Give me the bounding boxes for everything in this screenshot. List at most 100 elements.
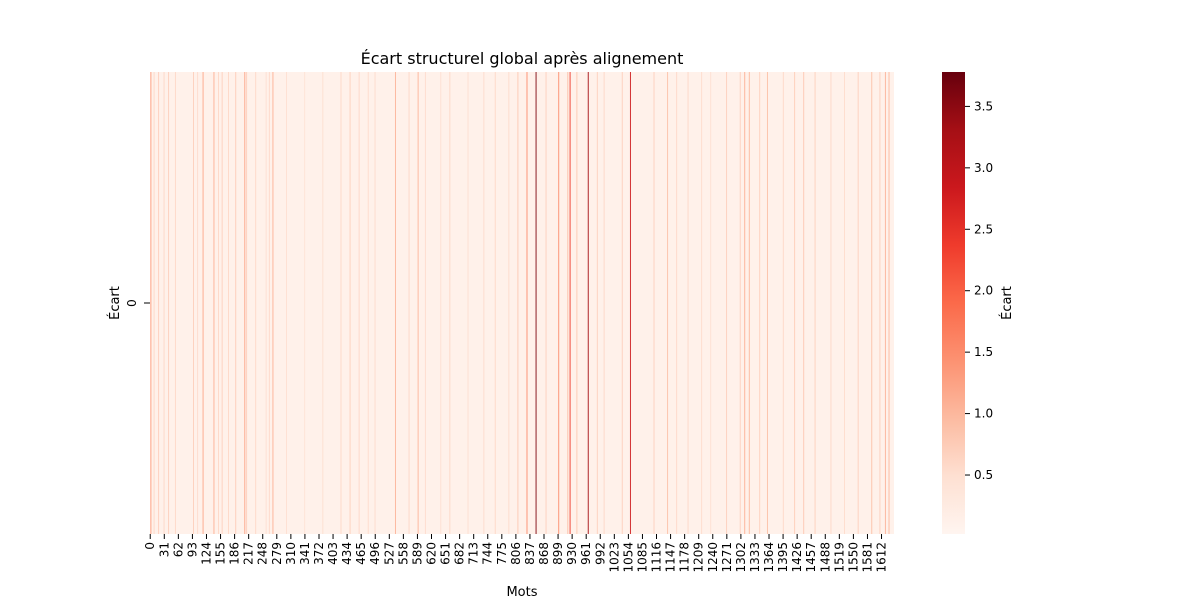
heatmap-column xyxy=(244,72,246,534)
heatmap-column xyxy=(168,72,170,534)
heatmap-column xyxy=(621,72,623,534)
heatmap-column xyxy=(545,72,547,534)
x-tick-label: 217 xyxy=(242,542,256,565)
heatmap-column xyxy=(814,72,816,534)
x-tick-label: 527 xyxy=(382,542,396,565)
heatmap-column xyxy=(794,72,796,534)
heatmap-column xyxy=(417,72,419,534)
x-tick-label: 1209 xyxy=(692,542,706,573)
heatmap-column xyxy=(830,72,832,534)
chart-title: Écart structurel global après alignement xyxy=(361,49,684,68)
heatmap-column xyxy=(158,72,160,534)
heatmap-column xyxy=(358,72,360,534)
heatmap-column xyxy=(879,72,881,534)
x-tick-label: 310 xyxy=(284,542,298,565)
x-tick-label: 1178 xyxy=(678,542,692,573)
heatmap-column xyxy=(304,72,306,534)
heatmap-column xyxy=(449,72,451,534)
x-tick-label: 1333 xyxy=(748,542,762,573)
x-tick-label: 992 xyxy=(593,542,607,565)
x-axis-label: Mots xyxy=(506,585,537,600)
x-tick-label: 1240 xyxy=(706,542,720,573)
colorbar-tick-label: 1.5 xyxy=(974,345,993,359)
x-tick-label: 434 xyxy=(340,542,354,565)
heatmap-column xyxy=(246,72,248,534)
colorbar-gradient xyxy=(942,72,965,534)
heatmap-column xyxy=(857,72,859,534)
heatmap-column xyxy=(782,72,784,534)
x-tick-label: 930 xyxy=(565,542,579,565)
heatmap-column xyxy=(202,72,204,534)
x-tick-label: 961 xyxy=(579,542,593,565)
x-tick-label: 1395 xyxy=(776,542,790,573)
heatmap-column xyxy=(255,72,257,534)
heatmap-column xyxy=(517,72,519,534)
x-tick-label: 1085 xyxy=(635,542,649,573)
heatmap-column xyxy=(803,72,805,534)
x-tick-label: 899 xyxy=(551,542,565,565)
x-tick-label: 465 xyxy=(354,542,368,565)
x-tick-label: 372 xyxy=(312,542,326,565)
x-tick-label: 837 xyxy=(523,542,537,565)
heatmap-background xyxy=(150,72,894,534)
colorbar-tick-label: 3.0 xyxy=(974,161,993,175)
heatmap-column xyxy=(667,72,669,534)
x-tick-label: 31 xyxy=(157,542,171,557)
heatmap-column xyxy=(286,72,287,534)
heatmap-column xyxy=(367,72,369,534)
heatmap-column xyxy=(710,72,712,534)
heatmap-column xyxy=(567,72,569,534)
heatmap-column xyxy=(535,72,537,534)
x-tick-label: 1550 xyxy=(846,542,860,573)
x-tick-label: 1023 xyxy=(607,542,621,573)
heatmap-column xyxy=(424,72,426,534)
heatmap-column xyxy=(888,72,890,534)
x-tick-label: 186 xyxy=(228,542,242,565)
x-tick-label: 248 xyxy=(256,542,270,565)
y-axis-label: Écart xyxy=(107,286,123,320)
heatmap-plot-area xyxy=(150,72,894,534)
heatmap-column xyxy=(844,72,845,534)
x-tick-label: 0 xyxy=(143,542,157,550)
heatmap-column xyxy=(193,72,194,534)
heatmap-column xyxy=(228,72,229,534)
heatmap-column xyxy=(153,72,155,534)
heatmap-column xyxy=(748,72,750,534)
x-tick-label: 341 xyxy=(298,542,312,565)
heatmap-column xyxy=(701,72,703,534)
heatmap-column xyxy=(558,72,560,534)
colorbar-tick-label: 2.0 xyxy=(974,284,993,298)
heatmap-column xyxy=(676,72,678,534)
x-tick-label: 1271 xyxy=(720,542,734,573)
x-tick-label: 868 xyxy=(537,542,551,565)
x-tick-label: 1488 xyxy=(818,542,832,573)
heatmap-column xyxy=(653,72,655,534)
x-axis: 0 31 62 93 124 155 186 217 248 279 310 341 372 403 434… xyxy=(143,534,889,573)
x-tick-label: 403 xyxy=(326,542,340,565)
heatmap-column xyxy=(687,72,689,534)
x-tick-label: 1364 xyxy=(762,542,776,573)
x-tick-label: 62 xyxy=(171,542,185,557)
x-tick-label: 1457 xyxy=(804,542,818,573)
x-tick-label: 651 xyxy=(439,542,453,565)
heatmap-column xyxy=(340,72,342,534)
x-tick-label: 496 xyxy=(368,542,382,565)
heatmap-column xyxy=(759,72,761,534)
heatmap-column xyxy=(213,72,215,534)
x-tick-label: 1116 xyxy=(650,542,664,573)
heatmap-column xyxy=(174,72,176,534)
heatmap-column xyxy=(221,72,223,534)
colorbar-tick-label: 0.5 xyxy=(974,468,993,482)
colorbar-tick-label: 1.0 xyxy=(974,407,993,421)
heatmap-column xyxy=(596,72,598,534)
x-tick-label: 1519 xyxy=(832,542,846,573)
heatmap-column xyxy=(576,72,578,534)
y-axis: 0 xyxy=(125,299,150,307)
x-tick-label: 620 xyxy=(424,542,438,565)
x-tick-label: 1612 xyxy=(875,542,889,573)
x-tick-label: 124 xyxy=(199,542,213,565)
heatmap-column xyxy=(744,72,746,534)
x-tick-label: 775 xyxy=(495,542,509,565)
x-tick-label: 558 xyxy=(396,542,410,565)
colorbar-tick-label: 2.5 xyxy=(974,222,993,236)
